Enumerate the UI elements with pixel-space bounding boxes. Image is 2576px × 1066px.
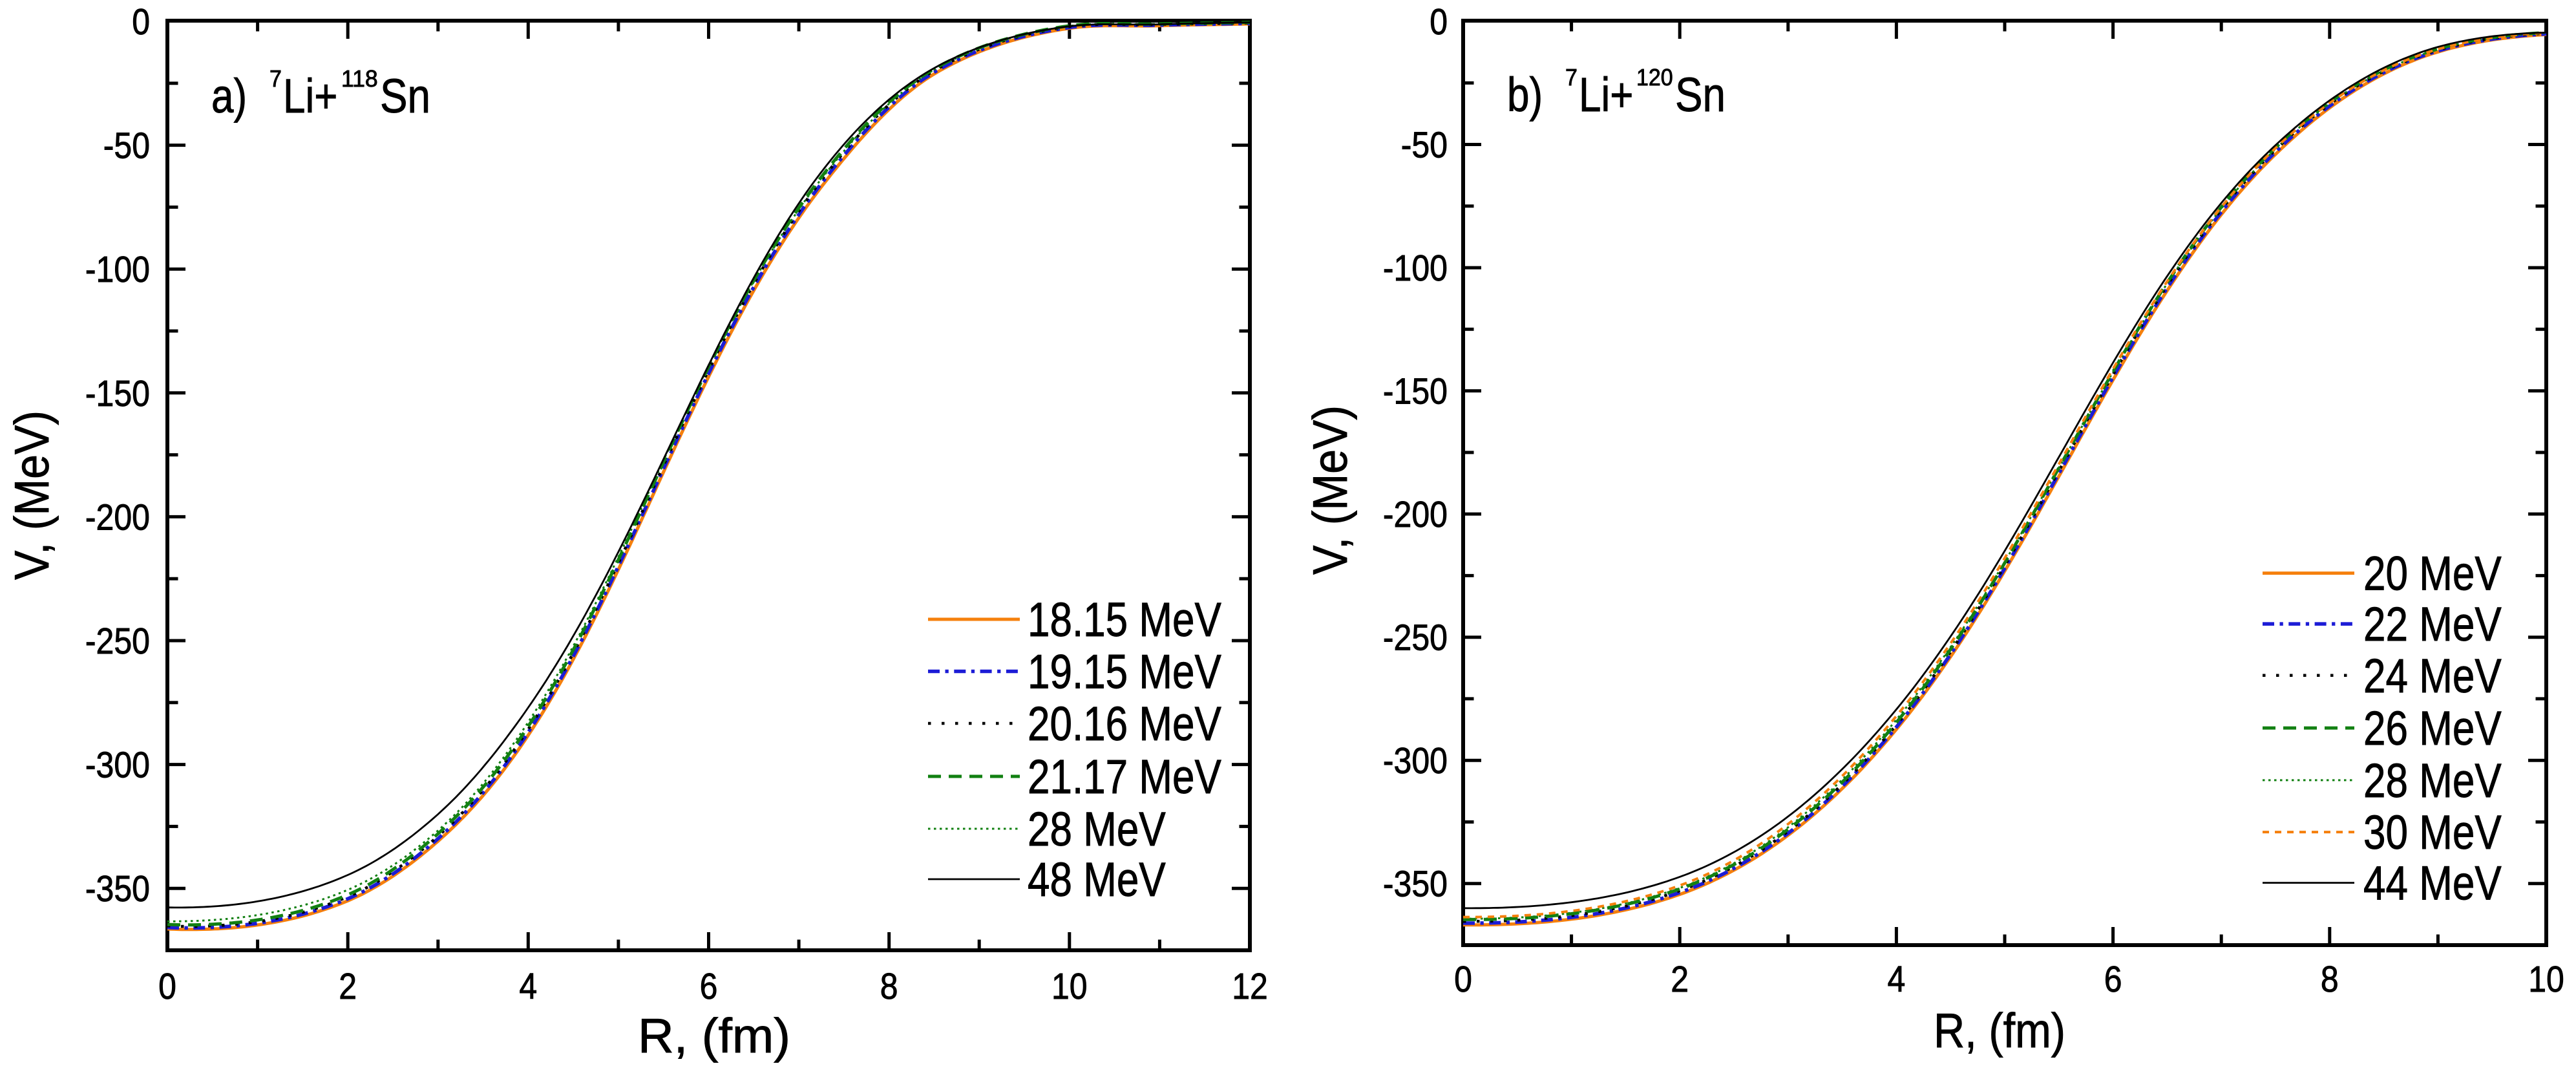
svg-text:-50: -50	[103, 125, 150, 167]
svg-text:0: 0	[1430, 1, 1448, 43]
svg-text:-100: -100	[1383, 248, 1448, 289]
svg-text:118: 118	[341, 65, 378, 92]
svg-text:0: 0	[158, 966, 176, 1007]
svg-text:10: 10	[2528, 959, 2564, 1000]
svg-text:-50: -50	[1401, 125, 1448, 166]
svg-text:18.15 MeV: 18.15 MeV	[1028, 593, 1221, 646]
svg-text:20 MeV: 20 MeV	[2363, 547, 2502, 601]
svg-text:0: 0	[132, 1, 150, 43]
svg-text:V, (MeV): V, (MeV)	[5, 410, 59, 580]
svg-text:26 MeV: 26 MeV	[2363, 701, 2502, 755]
svg-text:-200: -200	[85, 496, 150, 538]
svg-text:0: 0	[1454, 959, 1472, 1000]
svg-text:7: 7	[269, 65, 282, 92]
svg-text:6: 6	[2104, 959, 2122, 1000]
svg-text:R, (fm): R, (fm)	[1934, 1003, 2065, 1058]
svg-text:-150: -150	[1383, 371, 1448, 412]
svg-text:-250: -250	[1383, 617, 1448, 659]
svg-text:30 MeV: 30 MeV	[2363, 805, 2502, 859]
svg-text:Li+: Li+	[283, 69, 337, 123]
svg-text:-250: -250	[85, 621, 150, 662]
svg-text:48 MeV: 48 MeV	[1028, 853, 1166, 906]
svg-text:-200: -200	[1383, 494, 1448, 535]
svg-text:b): b)	[1507, 68, 1543, 122]
svg-text:10: 10	[1051, 966, 1088, 1007]
svg-text:44 MeV: 44 MeV	[2363, 857, 2502, 910]
svg-text:-100: -100	[85, 249, 150, 290]
svg-text:7: 7	[1565, 64, 1578, 91]
svg-text:Li+: Li+	[1579, 68, 1633, 122]
svg-text:Sn: Sn	[1675, 68, 1726, 122]
svg-text:24 MeV: 24 MeV	[2363, 649, 2502, 703]
svg-text:-350: -350	[85, 868, 150, 910]
svg-text:R, (fm): R, (fm)	[638, 1008, 790, 1063]
svg-text:4: 4	[519, 966, 537, 1007]
svg-text:8: 8	[2321, 959, 2339, 1000]
svg-text:28 MeV: 28 MeV	[2363, 754, 2502, 807]
svg-text:Sn: Sn	[380, 69, 430, 123]
svg-text:-350: -350	[1383, 864, 1448, 905]
svg-text:-300: -300	[85, 745, 150, 786]
svg-text:V, (MeV): V, (MeV)	[1303, 405, 1357, 575]
svg-text:8: 8	[880, 966, 898, 1007]
svg-text:21.17 MeV: 21.17 MeV	[1028, 750, 1221, 804]
svg-text:-150: -150	[85, 373, 150, 414]
svg-text:2: 2	[339, 966, 357, 1007]
svg-text:19.15 MeV: 19.15 MeV	[1028, 645, 1221, 699]
svg-text:a): a)	[211, 69, 247, 123]
svg-text:2: 2	[1671, 959, 1689, 1000]
svg-text:22 MeV: 22 MeV	[2363, 597, 2502, 651]
svg-text:120: 120	[1636, 64, 1673, 91]
svg-text:28 MeV: 28 MeV	[1028, 802, 1166, 856]
svg-text:6: 6	[700, 966, 718, 1007]
svg-text:20.16 MeV: 20.16 MeV	[1028, 697, 1221, 751]
svg-text:12: 12	[1232, 966, 1268, 1007]
svg-text:4: 4	[1888, 959, 1906, 1000]
svg-text:-300: -300	[1383, 740, 1448, 782]
